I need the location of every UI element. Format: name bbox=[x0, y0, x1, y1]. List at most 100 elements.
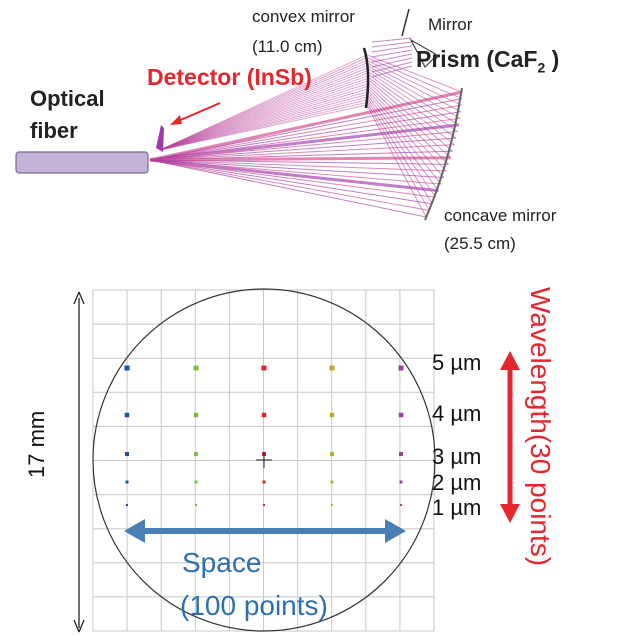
ray bbox=[149, 98, 462, 161]
spot-point bbox=[400, 504, 402, 506]
ray bbox=[159, 54, 368, 151]
ray bbox=[366, 96, 436, 198]
ray bbox=[149, 130, 458, 161]
ray bbox=[366, 75, 455, 146]
ray bbox=[371, 57, 413, 68]
optical-fiber bbox=[15, 151, 149, 174]
ray bbox=[149, 123, 459, 162]
ray bbox=[371, 65, 413, 78]
spot-point bbox=[193, 365, 199, 371]
ray bbox=[159, 101, 368, 151]
spot-point bbox=[261, 365, 267, 371]
ray bbox=[366, 73, 457, 139]
space-label-line1: Space bbox=[182, 547, 262, 578]
ray bbox=[159, 62, 368, 151]
ray bbox=[159, 57, 368, 151]
prism bbox=[409, 38, 438, 69]
fiber-label-line1: Optical bbox=[30, 86, 105, 111]
prism-label: Prism (CaF2 ) bbox=[416, 46, 560, 76]
ray bbox=[159, 80, 368, 151]
spot-point bbox=[398, 365, 404, 371]
ray bbox=[366, 86, 447, 172]
detector-arrow bbox=[175, 102, 221, 123]
ray bbox=[366, 59, 462, 106]
ray bbox=[149, 158, 439, 193]
spot-point bbox=[262, 452, 266, 456]
ray bbox=[149, 159, 436, 198]
spot-point bbox=[399, 480, 403, 484]
space-arrowhead-right bbox=[385, 519, 406, 543]
ray bbox=[159, 65, 368, 151]
ray bbox=[159, 59, 368, 151]
spot-point bbox=[331, 504, 333, 506]
ray bbox=[149, 137, 457, 161]
ray bbox=[149, 159, 449, 165]
spot-point bbox=[330, 452, 334, 456]
concave-mirror-label: concave mirror bbox=[444, 206, 557, 225]
ray bbox=[371, 41, 413, 48]
ray bbox=[159, 78, 368, 151]
ray bbox=[149, 159, 427, 218]
ray bbox=[159, 104, 368, 151]
wavelength-arrowhead-bottom bbox=[500, 504, 520, 523]
ray bbox=[149, 144, 455, 161]
ray-bundle bbox=[149, 37, 463, 218]
ray bbox=[159, 88, 368, 151]
wl-label-2: 2 µm bbox=[432, 470, 482, 495]
ray bbox=[366, 83, 449, 165]
ray bbox=[149, 159, 447, 172]
detector-arrowhead bbox=[170, 115, 182, 125]
ray bbox=[366, 70, 458, 132]
field-circle bbox=[92, 288, 436, 632]
height-label: 17 mm bbox=[24, 410, 49, 478]
fold-mirror bbox=[401, 8, 410, 37]
ray bbox=[159, 96, 368, 151]
ray bbox=[149, 159, 444, 179]
ray bbox=[366, 62, 461, 113]
concave-mirror bbox=[424, 87, 463, 221]
spot-point bbox=[261, 412, 267, 418]
ray bbox=[149, 156, 451, 162]
spot-point bbox=[124, 412, 130, 418]
spot-point bbox=[194, 480, 198, 484]
space-label-line2: (100 points) bbox=[180, 590, 328, 621]
spot-point bbox=[124, 365, 130, 371]
spot-point bbox=[263, 504, 265, 506]
spot-point bbox=[330, 480, 334, 484]
ray bbox=[371, 49, 413, 58]
ray bbox=[366, 54, 463, 93]
convex-mirror-label: convex mirror bbox=[252, 7, 355, 26]
spot-point bbox=[399, 452, 403, 456]
wl-label-5: 5 µm bbox=[432, 350, 482, 375]
mirror-label: Mirror bbox=[428, 15, 473, 34]
ray bbox=[149, 159, 430, 211]
ray bbox=[371, 37, 413, 43]
ray bbox=[159, 72, 368, 151]
wl-label-4: 4 µm bbox=[432, 401, 482, 426]
spot-point bbox=[398, 412, 404, 418]
ray bbox=[366, 88, 445, 178]
convex-mirror-size: (11.0 cm) bbox=[252, 37, 323, 56]
ray bbox=[371, 45, 413, 53]
optical-layout bbox=[15, 8, 463, 221]
spot-point bbox=[195, 504, 197, 506]
ray bbox=[159, 70, 368, 151]
ray bbox=[366, 91, 442, 185]
ray bbox=[366, 104, 427, 218]
spot-point bbox=[329, 412, 335, 418]
ray bbox=[366, 102, 430, 211]
spot-point bbox=[125, 452, 129, 456]
height-arrowhead-bottom bbox=[73, 619, 85, 633]
ray bbox=[159, 99, 368, 151]
wavelength-label: Wavelength(30 points) bbox=[525, 287, 556, 567]
spot-point bbox=[126, 504, 128, 506]
ray bbox=[159, 86, 368, 151]
ray bbox=[149, 90, 463, 162]
ray bbox=[366, 94, 439, 191]
ray bbox=[159, 91, 368, 151]
ray bbox=[159, 93, 368, 151]
spot-point bbox=[194, 452, 198, 456]
ray bbox=[366, 67, 460, 126]
ray bbox=[159, 67, 368, 151]
spot-point bbox=[329, 365, 335, 371]
